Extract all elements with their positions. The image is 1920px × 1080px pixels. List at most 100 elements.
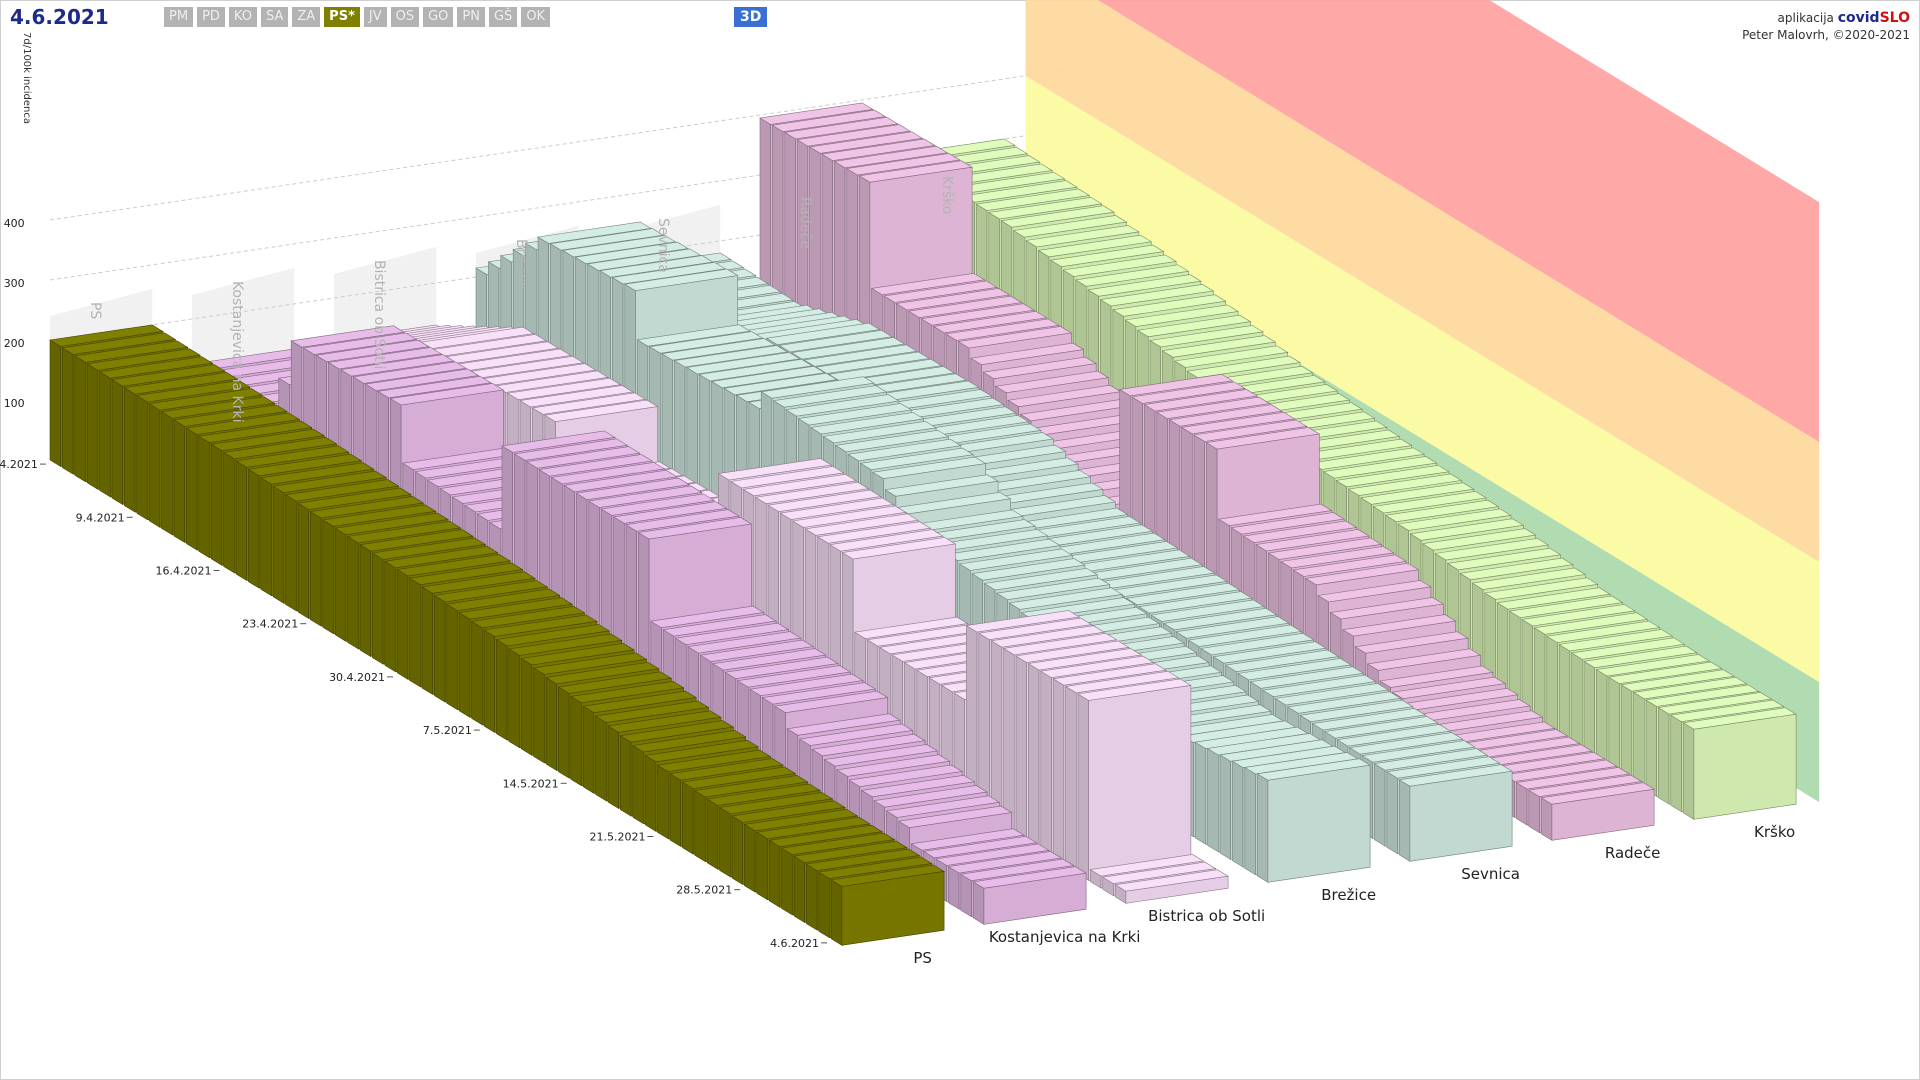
- gridline: [49, 64, 1101, 221]
- bar-side: [248, 468, 260, 589]
- tab-pm[interactable]: PM: [164, 7, 194, 27]
- bar-side: [558, 686, 570, 779]
- bar-side: [1003, 647, 1015, 836]
- x-tick-label: 4.6.2021: [770, 937, 819, 950]
- bar-side: [1645, 699, 1657, 798]
- bar-side: [1077, 693, 1089, 882]
- bar-side: [682, 781, 694, 855]
- bar-side: [1546, 635, 1558, 737]
- bar-side: [49, 339, 62, 468]
- bar-side: [186, 427, 198, 551]
- x-tick-label: 21.5.2021: [589, 830, 645, 843]
- tab-pd[interactable]: PD: [197, 7, 225, 27]
- bar-side: [235, 460, 247, 582]
- credits-prefix: aplikacija: [1777, 11, 1834, 25]
- bar-front: [983, 872, 1087, 925]
- bar-side: [1207, 747, 1219, 853]
- bar-front: [1125, 875, 1229, 904]
- bar-side: [830, 879, 843, 946]
- series-label: Bistrica ob Sotli: [1148, 907, 1265, 925]
- bar-side: [1398, 779, 1411, 862]
- tab-ko[interactable]: KO: [228, 7, 257, 27]
- bar-side: [508, 648, 520, 749]
- brand-slo[interactable]: SLO: [1879, 10, 1910, 26]
- bar-side: [1670, 714, 1682, 813]
- backwall-series-label: Sevnica: [655, 218, 671, 273]
- x-tick-label: 2.4.2021: [0, 458, 38, 471]
- bar-side: [570, 695, 582, 787]
- bar-front: [1088, 685, 1192, 881]
- backwall-series-label: Krško: [939, 176, 955, 214]
- backwall-series-label: Kostanjevica na Krki: [229, 281, 245, 423]
- tab-jv[interactable]: JV: [363, 7, 387, 27]
- bar-side: [1658, 707, 1670, 805]
- tab-gs[interactable]: GŠ: [488, 7, 518, 27]
- bar-side: [496, 638, 508, 741]
- tab-ps[interactable]: PS*: [324, 7, 360, 27]
- bar-side: [731, 815, 744, 886]
- series-label: PS: [913, 949, 932, 967]
- y-tick-label: 400: [4, 217, 25, 230]
- bar-side: [1516, 782, 1528, 826]
- bar-side: [434, 594, 446, 703]
- y-tick-label: 200: [4, 337, 25, 350]
- bar-side: [1558, 643, 1571, 744]
- credits: aplikacija covidSLO Peter Malovrh, ©2020…: [1742, 10, 1910, 44]
- bar-side: [173, 419, 185, 544]
- bar-side: [1528, 789, 1540, 834]
- series-label: Sevnica: [1461, 865, 1520, 883]
- tab-za[interactable]: ZA: [292, 7, 321, 27]
- tab-sa[interactable]: SA: [260, 7, 289, 27]
- bar-side: [1682, 722, 1695, 820]
- series-label: Brežice: [1321, 886, 1376, 904]
- bar-side: [818, 871, 830, 939]
- bar-side: [421, 586, 434, 696]
- bar-front: [1693, 713, 1797, 820]
- brand-covid[interactable]: covid: [1837, 10, 1880, 26]
- bar-side: [520, 657, 533, 756]
- bar-side: [582, 705, 595, 794]
- bar-side: [1608, 676, 1620, 775]
- bar-side: [948, 866, 960, 910]
- bar-side: [1571, 652, 1583, 752]
- threshold-band: [1097, 0, 1820, 443]
- bar-side: [62, 347, 74, 475]
- bar-side: [632, 744, 644, 825]
- bar-side: [972, 881, 985, 925]
- bar-side: [483, 629, 496, 734]
- bar-side: [960, 873, 972, 918]
- bar-side: [334, 527, 347, 642]
- bar-side: [1620, 684, 1633, 782]
- tab-os[interactable]: OS: [390, 7, 420, 27]
- bar-side: [669, 773, 682, 848]
- bar-side: [372, 552, 384, 665]
- x-tick-label: 30.4.2021: [329, 671, 385, 684]
- bar-side: [1040, 670, 1052, 859]
- bar-side: [347, 535, 359, 650]
- backwall-series-label: PS: [87, 302, 103, 319]
- bar-side: [620, 735, 632, 817]
- bar-side: [223, 451, 235, 574]
- x-tick-label: 14.5.2021: [503, 777, 559, 790]
- x-tick-label: 9.4.2021: [76, 511, 125, 524]
- credits-author: Peter Malovrh, ©2020-2021: [1742, 28, 1910, 42]
- tab-go[interactable]: GO: [423, 7, 454, 27]
- threshold-band: [1025, 75, 1820, 683]
- bar-side: [719, 806, 731, 878]
- bar-side: [446, 603, 458, 711]
- tab-pn[interactable]: PN: [457, 7, 485, 27]
- bar-side: [297, 502, 310, 620]
- bar-side: [359, 544, 372, 658]
- bar-side: [1194, 741, 1207, 845]
- bar-front: [1409, 770, 1513, 862]
- bar-side: [1374, 763, 1386, 847]
- bar-side: [458, 612, 471, 718]
- y-axis-label: 7d/100k incidenca: [21, 32, 32, 124]
- view-3d-button[interactable]: 3D: [734, 7, 768, 27]
- bar-side: [694, 790, 706, 863]
- bar-side: [806, 863, 818, 931]
- tab-ok[interactable]: OK: [521, 7, 551, 27]
- bar-front: [841, 871, 945, 946]
- bar-side: [1219, 754, 1231, 861]
